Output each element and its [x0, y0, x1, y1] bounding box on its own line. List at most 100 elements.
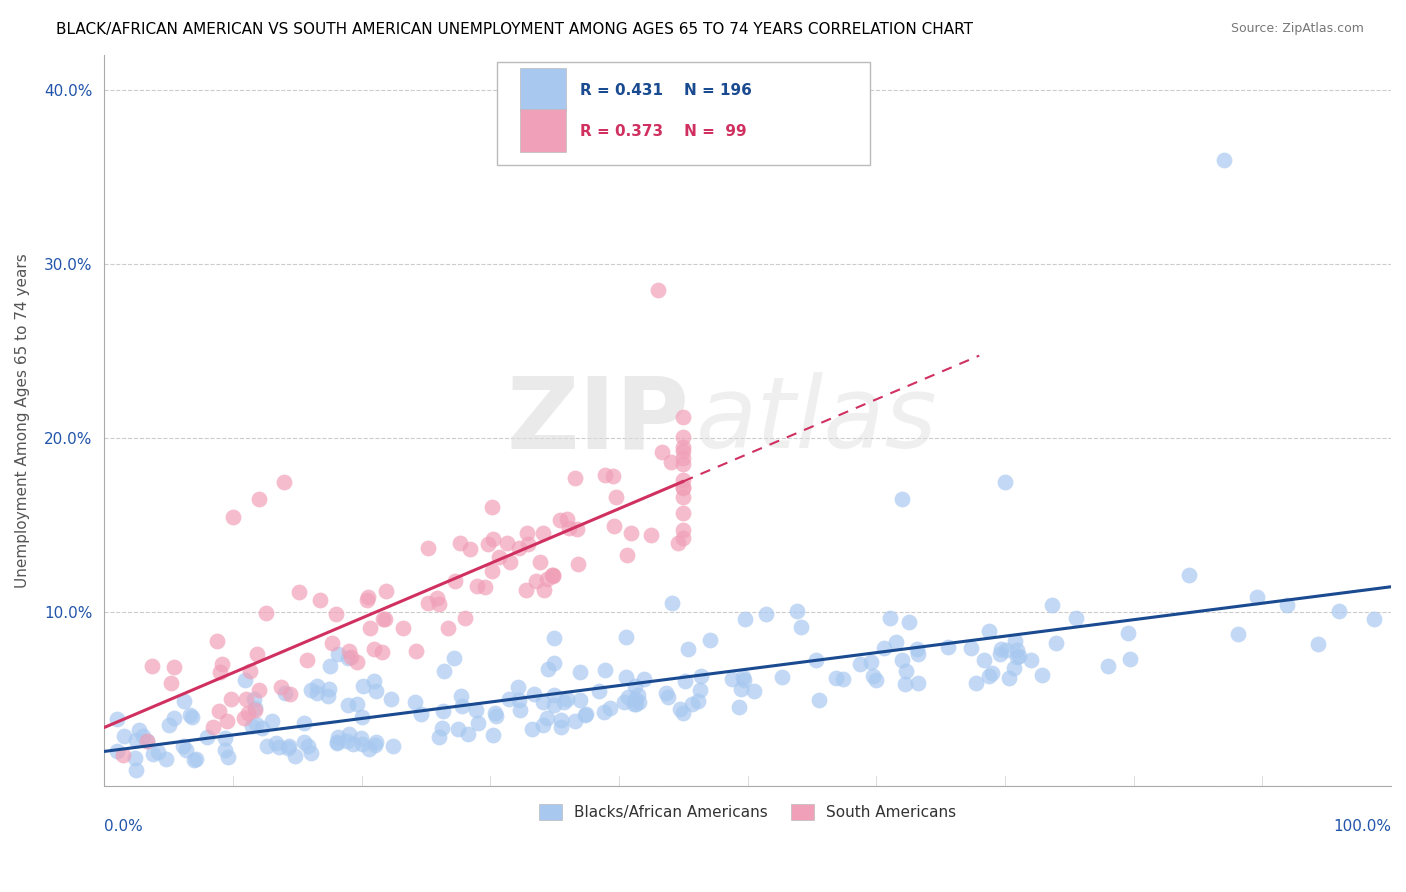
Point — [374, 612, 396, 626]
Point — [672, 450, 695, 465]
Point — [264, 736, 287, 750]
Point — [243, 701, 266, 715]
Point — [278, 739, 301, 753]
Point — [131, 729, 153, 743]
Point — [309, 593, 332, 607]
Point — [326, 735, 349, 749]
Point — [111, 747, 134, 762]
Point — [672, 506, 695, 520]
Point — [564, 714, 586, 728]
Point — [605, 490, 627, 504]
Text: R = 0.373    N =  99: R = 0.373 N = 99 — [581, 124, 747, 138]
Point — [672, 473, 695, 487]
Point — [529, 555, 551, 569]
Point — [163, 660, 186, 674]
Point — [543, 698, 565, 712]
Point — [371, 612, 394, 626]
Point — [533, 583, 555, 598]
Point — [443, 651, 465, 665]
Point — [673, 673, 696, 688]
Point — [672, 490, 695, 504]
Point — [392, 621, 415, 635]
Point — [427, 730, 450, 744]
Point — [565, 522, 588, 536]
Point — [157, 718, 180, 732]
Text: R = 0.431    N = 196: R = 0.431 N = 196 — [581, 84, 752, 98]
Point — [488, 549, 510, 564]
Point — [786, 605, 808, 619]
Point — [326, 731, 349, 745]
Point — [730, 682, 752, 697]
Point — [284, 749, 307, 764]
Point — [288, 584, 311, 599]
Point — [733, 670, 755, 684]
Point — [1119, 651, 1142, 665]
Point — [321, 635, 343, 649]
Point — [174, 743, 197, 757]
Point — [1007, 649, 1029, 664]
Point — [437, 622, 460, 636]
Point — [337, 727, 360, 741]
Point — [907, 676, 929, 690]
Point — [247, 683, 270, 698]
Point — [894, 664, 917, 678]
Text: 0.0%: 0.0% — [104, 820, 143, 834]
Point — [689, 682, 711, 697]
Point — [159, 676, 181, 690]
Point — [627, 688, 650, 702]
Point — [614, 670, 637, 684]
Point — [540, 568, 562, 582]
Point — [624, 679, 647, 693]
Point — [1178, 568, 1201, 582]
Point — [209, 665, 232, 680]
Point — [318, 682, 340, 697]
Point — [364, 738, 387, 752]
Point — [346, 697, 368, 711]
Point — [558, 521, 581, 535]
Point — [894, 677, 917, 691]
Point — [325, 607, 347, 621]
Point — [278, 687, 301, 701]
Point — [1116, 626, 1139, 640]
Point — [973, 652, 995, 666]
Point — [1031, 668, 1053, 682]
Point — [994, 643, 1017, 657]
Point — [363, 673, 385, 688]
Point — [865, 673, 887, 687]
Point — [616, 631, 638, 645]
Point — [411, 706, 433, 721]
Point — [146, 745, 169, 759]
Point — [672, 444, 695, 458]
Point — [536, 572, 558, 586]
Point — [449, 535, 471, 549]
Point — [508, 541, 530, 555]
Point — [433, 664, 456, 678]
Point — [274, 686, 297, 700]
Point — [246, 647, 269, 661]
Point — [672, 409, 695, 424]
Point — [416, 596, 439, 610]
Point — [356, 593, 378, 607]
Text: atlas: atlas — [696, 372, 938, 469]
Point — [352, 710, 374, 724]
Point — [105, 712, 128, 726]
Point — [567, 557, 589, 571]
Point — [214, 731, 236, 745]
Point — [179, 707, 201, 722]
Point — [886, 634, 908, 648]
Point — [907, 648, 929, 662]
Point — [124, 751, 146, 765]
Point — [233, 711, 256, 725]
Point — [465, 703, 488, 717]
Point — [460, 542, 482, 557]
Point — [531, 525, 554, 540]
Point — [672, 430, 695, 444]
Point — [240, 719, 263, 733]
Point — [1064, 610, 1087, 624]
Point — [297, 653, 319, 667]
Point — [481, 565, 503, 579]
Point — [543, 631, 565, 645]
Point — [195, 731, 218, 745]
Point — [770, 670, 793, 684]
Point — [575, 707, 598, 722]
